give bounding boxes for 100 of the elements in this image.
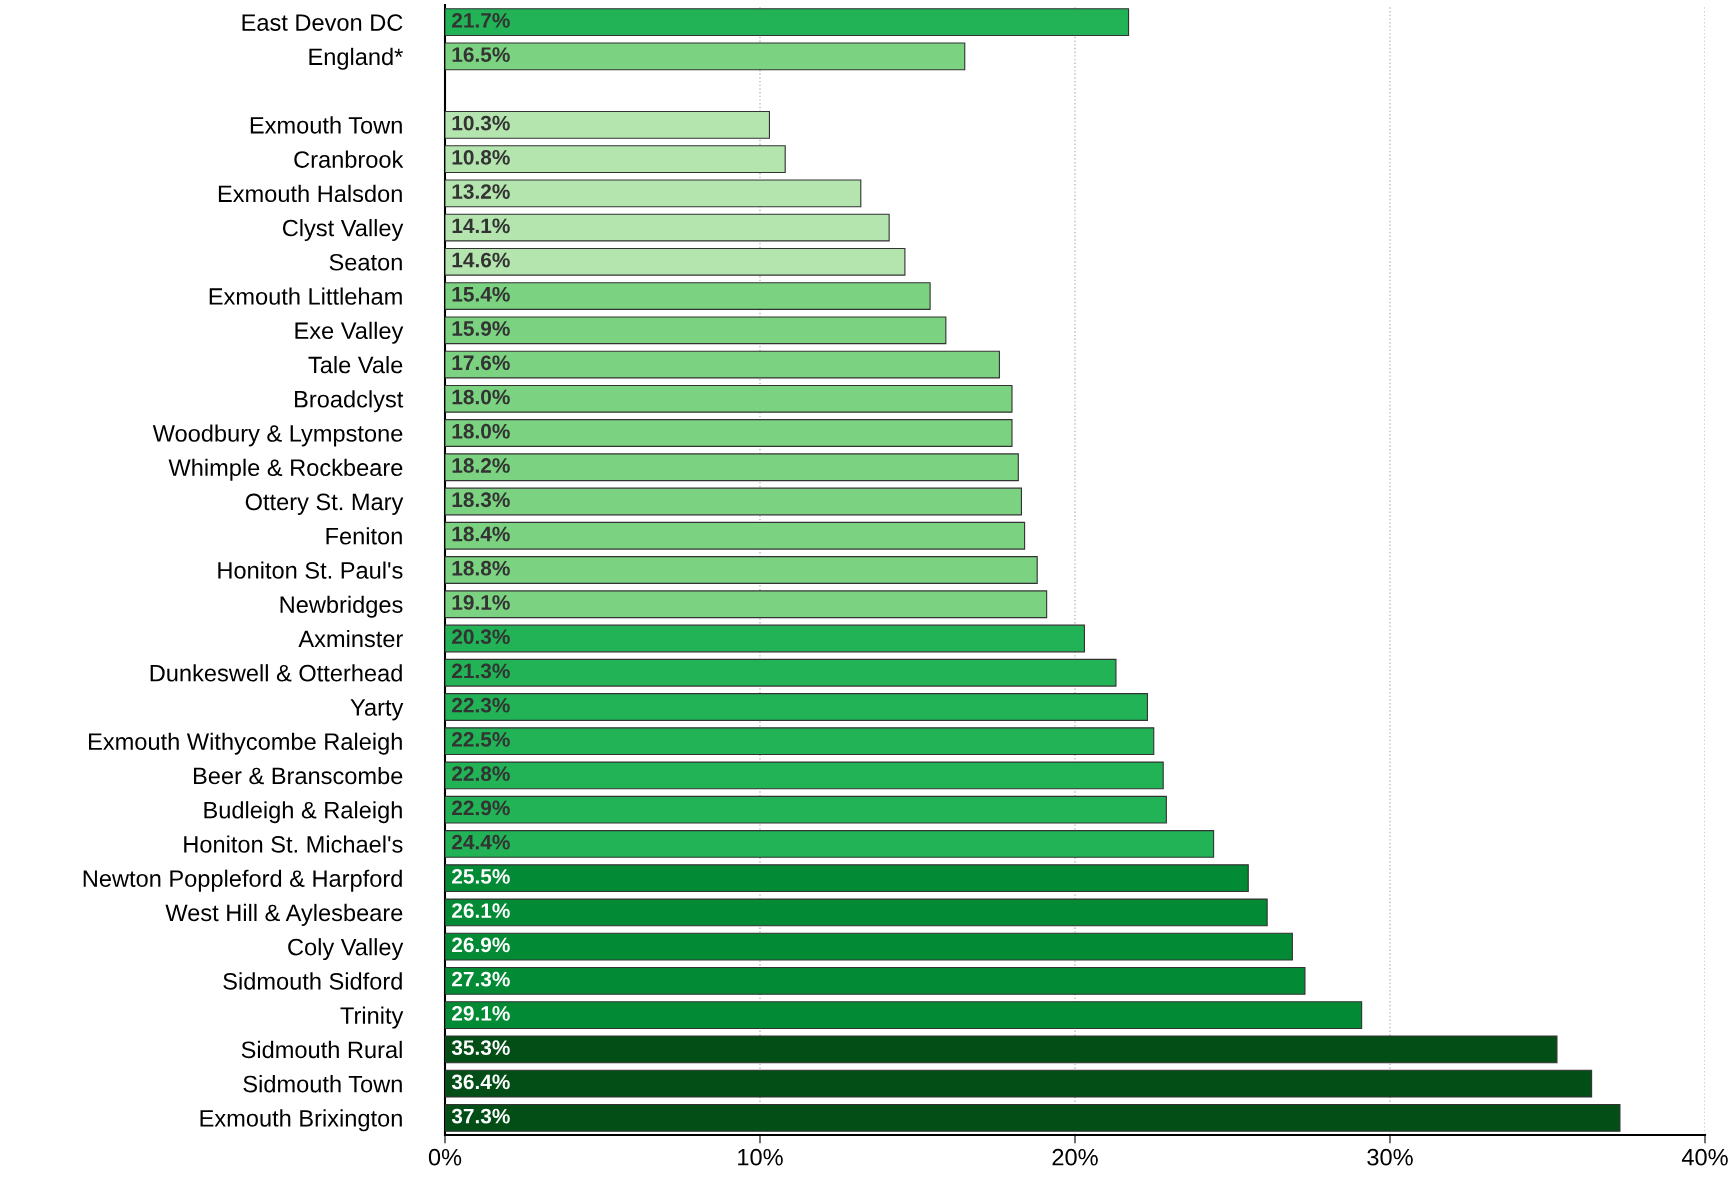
bar — [445, 179, 862, 208]
y-tick-label: Cranbrook — [294, 150, 404, 168]
bar — [445, 453, 1019, 482]
data-label: 17.6% — [452, 355, 510, 371]
bar — [445, 316, 947, 345]
y-tick-label: Sidmouth Sidford — [223, 972, 402, 990]
y-tick-label: Dunkeswell & Otterhead — [150, 664, 402, 682]
data-label: 20.3% — [452, 629, 510, 645]
y-tick-label: Woodbury & Lympstone — [152, 424, 403, 447]
data-label: 15.4% — [452, 286, 510, 302]
bar — [445, 419, 1013, 447]
bar — [445, 898, 1268, 927]
data-label: 24.4% — [452, 834, 510, 850]
y-tick-label: East Devon DC — [242, 14, 403, 31]
data-label: 19.1% — [452, 595, 510, 610]
x-tick-label: 30% — [1367, 1148, 1413, 1166]
bar — [445, 932, 1293, 961]
bar — [445, 761, 1164, 790]
data-label: 18.8% — [452, 560, 510, 576]
data-label: 22.3% — [452, 697, 510, 713]
bar — [445, 658, 1117, 687]
bar — [445, 727, 1155, 756]
data-label: 25.5% — [452, 869, 510, 884]
data-label: 14.1% — [452, 218, 510, 234]
data-label: 15.9% — [452, 321, 510, 336]
x-tick-label: 0% — [428, 1148, 462, 1166]
data-label: 36.4% — [451, 1074, 510, 1090]
y-tick-label: Budleigh & Raleigh — [204, 801, 402, 824]
data-label: 14.6% — [452, 252, 510, 268]
y-tick-label: Seaton — [329, 253, 402, 271]
bar — [445, 693, 1149, 721]
y-tick-label: Ottery St. Mary — [245, 493, 404, 515]
y-tick-label: Whimple & Rockbeare — [168, 458, 403, 481]
bar — [445, 145, 786, 174]
y-tick-label: Exmouth Littleham — [209, 287, 402, 305]
bar — [445, 864, 1249, 893]
bar — [445, 830, 1215, 858]
y-tick-label: Honiton St. Paul's — [218, 561, 403, 579]
bar — [445, 8, 1130, 37]
y-tick-label: Exmouth Halsdon — [218, 184, 402, 203]
data-label: 18.4% — [452, 526, 510, 542]
y-tick-label: Exe Valley — [295, 321, 404, 344]
y-tick-label: Exmouth Brixington — [200, 1109, 402, 1132]
bar — [445, 350, 1000, 379]
y-tick-label: Exmouth Withycombe Raleigh — [89, 732, 402, 755]
bar — [445, 42, 966, 71]
y-tick-label: Axminster — [298, 629, 403, 648]
y-tick-label: Beer & Branscombe — [193, 766, 403, 785]
y-tick-label: Tale Vale — [308, 355, 403, 374]
bar — [445, 1035, 1558, 1064]
y-tick-label: Yarty — [350, 699, 404, 721]
bar — [445, 1103, 1621, 1132]
y-tick-label: Sidmouth Rural — [241, 1040, 402, 1059]
y-tick-label: Exmouth Town — [250, 116, 402, 134]
y-tick-label: Feniton — [326, 527, 402, 545]
y-tick-label: Newbridges — [280, 595, 403, 618]
bar — [445, 1069, 1593, 1098]
bar — [445, 247, 906, 276]
bar — [445, 487, 1023, 516]
data-label: 18.0% — [452, 389, 510, 405]
data-label: 37.3% — [451, 1108, 510, 1124]
data-label: 10.8% — [452, 149, 510, 165]
y-tick-label: England* — [309, 47, 403, 70]
data-label: 22.8% — [452, 766, 510, 782]
bar — [445, 521, 1026, 550]
y-tick-label: Coly Valley — [288, 938, 404, 961]
y-tick-label: Newton Poppleford & Harpford — [83, 869, 402, 892]
y-tick-label: Broadclyst — [295, 390, 404, 413]
data-label: 21.3% — [452, 663, 510, 679]
bar — [445, 110, 771, 139]
data-label: 21.7% — [452, 12, 510, 28]
data-label: 22.5% — [452, 732, 510, 747]
bar — [445, 384, 1013, 413]
y-tick-label: Sidmouth Town — [243, 1075, 402, 1093]
x-tick-label: 10% — [738, 1148, 783, 1166]
data-label: 16.5% — [452, 47, 510, 62]
data-label: 22.9% — [452, 800, 510, 816]
y-tick-label: Clyst Valley — [282, 219, 404, 242]
x-tick-label: 20% — [1052, 1148, 1098, 1166]
data-label: 26.1% — [452, 903, 510, 919]
y-tick-label: Trinity — [340, 1006, 404, 1029]
bar — [445, 282, 931, 310]
data-label: 27.3% — [452, 971, 510, 987]
bar — [445, 1001, 1363, 1030]
data-label: 26.9% — [452, 937, 510, 953]
data-label: 18.3% — [452, 492, 510, 508]
data-label: 18.0% — [452, 423, 510, 439]
data-label: 13.2% — [452, 184, 510, 199]
bar — [445, 966, 1306, 995]
x-tick-label: 40% — [1681, 1148, 1728, 1166]
bar — [445, 556, 1038, 584]
bar — [445, 213, 890, 242]
data-label: 35.3% — [451, 1040, 510, 1056]
data-label: 18.2% — [452, 458, 510, 473]
y-tick-label: Honiton St. Michael's — [184, 835, 403, 853]
bar — [445, 624, 1086, 653]
bar — [445, 590, 1048, 619]
data-label: 29.1% — [452, 1005, 510, 1021]
bar — [445, 795, 1167, 824]
y-tick-label: West Hill & Aylesbeare — [165, 903, 403, 926]
